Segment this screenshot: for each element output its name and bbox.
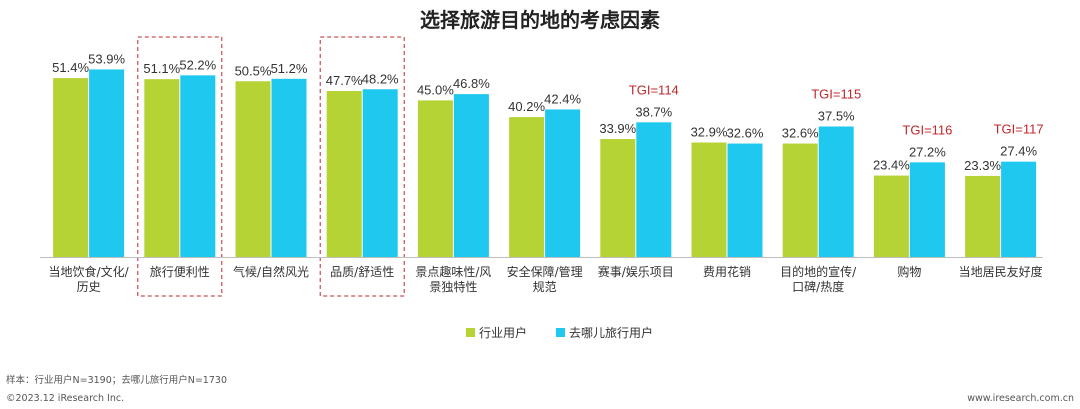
value-label: 23.4% — [873, 158, 910, 173]
bar-industry-3 — [326, 91, 362, 257]
bars-group — [53, 69, 1037, 258]
bar-qunar-1 — [180, 75, 216, 258]
value-label: 40.2% — [508, 99, 545, 114]
legend-label: 去哪儿旅行用户 — [569, 325, 653, 340]
highlight-boxes — [137, 36, 405, 297]
tgi-annotation: TGI=116 — [902, 122, 952, 137]
bar-industry-1 — [144, 79, 180, 257]
value-label: 23.3% — [964, 158, 1001, 173]
chart-title: 选择旅游目的地的考虑因素 — [420, 8, 660, 32]
category-label: 景独特性 — [429, 279, 477, 294]
value-label: 27.4% — [1000, 144, 1037, 159]
bar-industry-9 — [873, 175, 909, 257]
bar-qunar-2 — [271, 78, 307, 257]
value-label: 33.9% — [599, 121, 636, 136]
tgi-annotation: TGI=117 — [994, 122, 1044, 137]
value-labels-group: 51.4%53.9% 51.1% 52.2% 50.5% 51.2% 47.7% 48.2%… — [52, 51, 1043, 172]
category-label: 购物 — [897, 264, 921, 279]
bar-qunar-8 — [818, 126, 854, 257]
legend: 行业用户 去哪儿旅行用户 — [466, 325, 653, 340]
category-label: 旅行便利性 — [150, 265, 210, 279]
bar-industry-7 — [691, 142, 727, 257]
value-label: 47.7% — [326, 73, 363, 88]
category-label: 当地饮食/文化/ — [49, 264, 130, 279]
value-label: 53.9% — [88, 51, 125, 66]
value-label: 51.4% — [52, 60, 89, 75]
tgi-annotation: TGI=115 — [811, 87, 861, 102]
category-label: 赛事/娱乐项目 — [598, 264, 674, 279]
bar-industry-4 — [417, 100, 453, 258]
copyright: ©2023.12 iResearch Inc. — [6, 393, 124, 404]
category-label: 目的地的宣传/ — [780, 264, 857, 279]
value-label: 38.7% — [635, 104, 672, 119]
bar-qunar-4 — [453, 94, 489, 257]
website: www.iresearch.com.cn — [967, 393, 1074, 404]
bar-industry-8 — [782, 143, 818, 257]
value-label: 32.6% — [727, 126, 764, 141]
highlight-box — [137, 36, 223, 297]
value-label: 32.6% — [782, 126, 819, 141]
value-label: 32.9% — [691, 125, 728, 140]
value-label: 46.8% — [453, 76, 490, 91]
value-label: 51.2% — [271, 61, 308, 76]
category-label: 景点趣味性/风 — [415, 264, 491, 279]
category-label: 口碑/热度 — [792, 279, 844, 294]
tgi-annotation: TGI=114 — [629, 82, 679, 97]
value-label: 42.4% — [544, 91, 581, 106]
category-label: 费用花销 — [703, 264, 751, 279]
value-label: 27.2% — [909, 144, 946, 159]
bar-industry-5 — [509, 117, 545, 257]
category-label: 品质/舒适性 — [330, 265, 394, 279]
category-label: 安全保障/管理 — [507, 264, 583, 279]
bar-industry-6 — [600, 139, 636, 257]
legend-swatch — [466, 328, 475, 337]
legend-label: 行业用户 — [479, 325, 527, 340]
value-label: 50.5% — [235, 63, 272, 78]
bar-industry-10 — [965, 175, 1001, 257]
value-label: 37.5% — [818, 109, 855, 124]
bar-industry-2 — [235, 81, 271, 257]
bar-qunar-5 — [545, 109, 581, 257]
bar-qunar-3 — [362, 89, 398, 257]
value-label: 45.0% — [417, 82, 454, 97]
bar-qunar-6 — [636, 122, 672, 257]
category-label: 历史 — [77, 280, 101, 294]
sample-note: 样本：行业用户N=3190；去哪儿旅行用户N=1730 — [6, 374, 227, 386]
legend-swatch — [556, 328, 565, 337]
category-label: 气候/自然风光 — [233, 264, 309, 279]
value-label: 48.2% — [362, 71, 399, 86]
bar-qunar-9 — [909, 162, 945, 257]
category-label: 规范 — [533, 279, 557, 294]
bar-qunar-7 — [727, 143, 763, 257]
highlight-box — [319, 36, 405, 297]
category-label: 当地居民友好度 — [959, 264, 1043, 279]
value-label: 51.1% — [143, 61, 180, 76]
bar-qunar-0 — [89, 69, 125, 257]
bar-qunar-10 — [1001, 161, 1037, 257]
value-label: 52.2% — [179, 57, 216, 72]
bar-industry-0 — [53, 78, 89, 258]
